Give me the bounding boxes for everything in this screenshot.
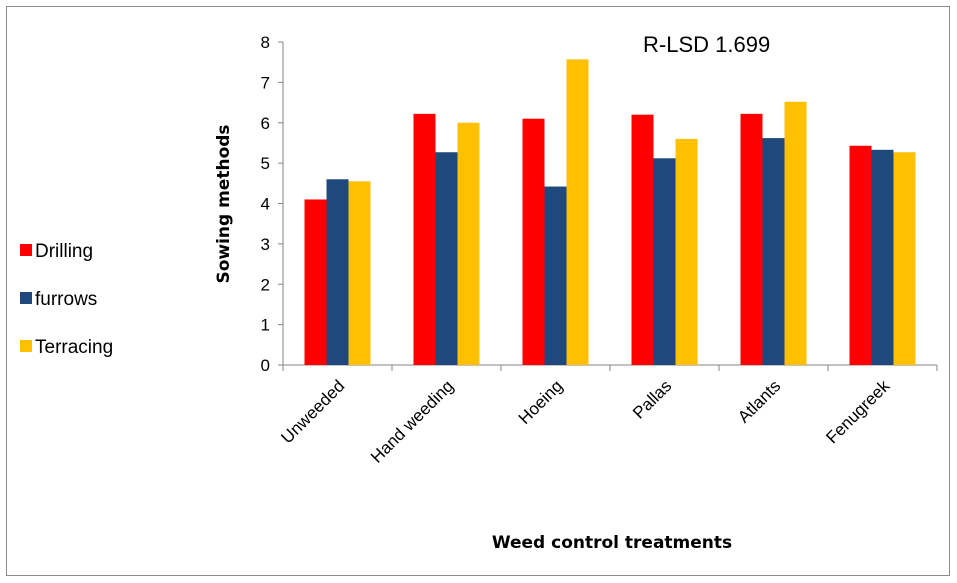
bar-drilling-hand-weeding	[413, 113, 436, 366]
y-axis-ticks: 0 1 2 3 4 5 6 7 8	[261, 33, 283, 375]
bar-drilling-hoeing	[522, 118, 545, 366]
y-tick-label: 5	[261, 154, 270, 173]
x-tick-label: Pallas	[629, 376, 675, 422]
lsd-annotation: R-LSD 1.699	[643, 32, 770, 57]
legend-swatch	[20, 340, 32, 352]
bar-drilling-pallas	[631, 114, 654, 365]
bar-furrows-hand-weeding	[435, 152, 458, 365]
bar-series	[304, 59, 916, 366]
y-tick-label: 2	[261, 275, 270, 294]
x-tick-label: Atlants	[734, 376, 784, 426]
bar-terracing-unweeded	[348, 181, 371, 365]
y-tick-label: 4	[261, 195, 270, 214]
legend-swatch	[20, 244, 32, 256]
bar-furrows-fenugreek	[871, 149, 894, 365]
bar-terracing-atlants	[784, 101, 807, 365]
bar-drilling-unweeded	[304, 199, 327, 365]
legend-label: Terracing	[35, 337, 113, 358]
y-tick-label: 8	[261, 33, 270, 52]
y-tick-label: 6	[261, 114, 270, 133]
bar-furrows-pallas	[653, 158, 676, 365]
y-tick-label: 7	[261, 73, 270, 92]
y-tick-label: 1	[261, 316, 270, 335]
x-tick-label: Unweeded	[277, 376, 348, 447]
bar-terracing-pallas	[675, 138, 698, 365]
bar-drilling-fenugreek	[849, 145, 872, 365]
x-tick-label: Fenugreek	[822, 376, 893, 447]
y-tick-label: 0	[261, 356, 270, 375]
legend-label: furrows	[35, 289, 97, 310]
y-axis-title: Sowing methods	[214, 124, 234, 283]
bar-furrows-unweeded	[326, 179, 349, 365]
legend: Drilling furrows Terracing	[20, 241, 113, 358]
x-tick-label: Hoeing	[515, 376, 567, 428]
x-tick-label: Hand weeding	[367, 376, 457, 466]
y-tick-label: 3	[261, 235, 270, 254]
bar-furrows-atlants	[762, 138, 785, 365]
bar-terracing-hoeing	[566, 59, 589, 366]
bar-furrows-hoeing	[544, 186, 567, 365]
bar-terracing-fenugreek	[893, 152, 916, 365]
legend-label: Drilling	[35, 241, 93, 262]
bar-terracing-hand-weeding	[457, 122, 480, 365]
x-axis-ticks: Unweeded Hand weeding Hoeing Pallas Atlants F…	[277, 365, 938, 467]
chart-axes	[282, 42, 937, 366]
legend-swatch	[20, 292, 32, 304]
x-axis-title: Weed control treatments	[492, 533, 732, 553]
bar-drilling-atlants	[740, 113, 763, 366]
